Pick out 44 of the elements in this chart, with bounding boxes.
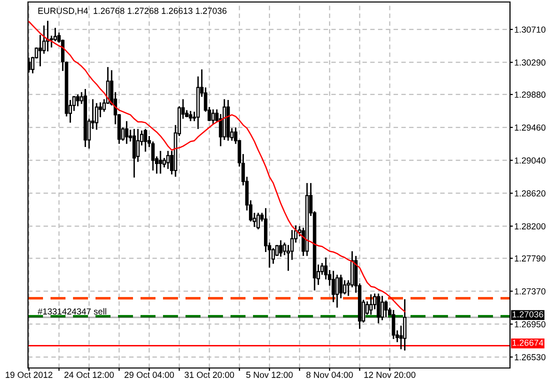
candlestick (136, 128, 140, 163)
candlestick (403, 298, 406, 352)
annotation: #1331424347 sell (38, 308, 106, 315)
x-tick-label: 31 Oct 20:00 (184, 372, 234, 378)
y-tick-label: 1.29040 (514, 157, 546, 164)
y-tick-label: 1.26530 (514, 354, 546, 360)
y-tick-label: 1.28620 (514, 190, 546, 196)
candlestick (339, 274, 343, 299)
y-tick-label: 1.29880 (514, 92, 546, 98)
candlestick (380, 295, 384, 321)
candlestick (124, 120, 128, 145)
candlestick (332, 270, 336, 303)
candlestick (256, 212, 260, 230)
candlestick (279, 240, 282, 258)
candlestick (132, 128, 136, 178)
candlestick (144, 128, 148, 152)
candlestick (384, 300, 388, 318)
candlestick (94, 102, 98, 130)
y-tick-label: 1.28200 (514, 223, 546, 230)
candlestick (166, 150, 170, 170)
line-series (28, 20, 406, 312)
x-tick-label: 5 Nov 12:00 (246, 372, 293, 378)
ref-line-label: 1.27036 (512, 311, 544, 318)
y-tick-label: 1.30290 (514, 59, 546, 66)
x-tick-label: 12 Nov 20:00 (364, 372, 416, 378)
candlestick (369, 294, 373, 316)
y-tick-label: 1.27370 (514, 288, 546, 294)
x-tick-label: 8 Nov 04:00 (306, 372, 353, 378)
candlestick (188, 110, 192, 122)
candlestick (376, 292, 380, 324)
y-tick-label: 1.30710 (514, 26, 546, 33)
x-tick-label: 24 Oct 12:00 (64, 372, 114, 378)
y-tick-label: 1.29460 (514, 124, 546, 131)
x-tick-label: 19 Oct 2012 (6, 372, 52, 378)
candlestick (211, 108, 215, 125)
y-tick-label: 1.26950 (514, 321, 546, 328)
ref-line-label: 1.26674 (512, 340, 544, 346)
y-tick-label: 1.27790 (514, 255, 546, 262)
candlestick (76, 94, 80, 107)
text: EURUSD,H4 1.26768 1.27268 1.26613 1.27036 (38, 8, 226, 15)
candlestick (38, 34, 42, 67)
candlestick (335, 274, 339, 308)
x-tick-label: 29 Oct 04:00 (124, 372, 174, 378)
candlestick (342, 280, 346, 296)
